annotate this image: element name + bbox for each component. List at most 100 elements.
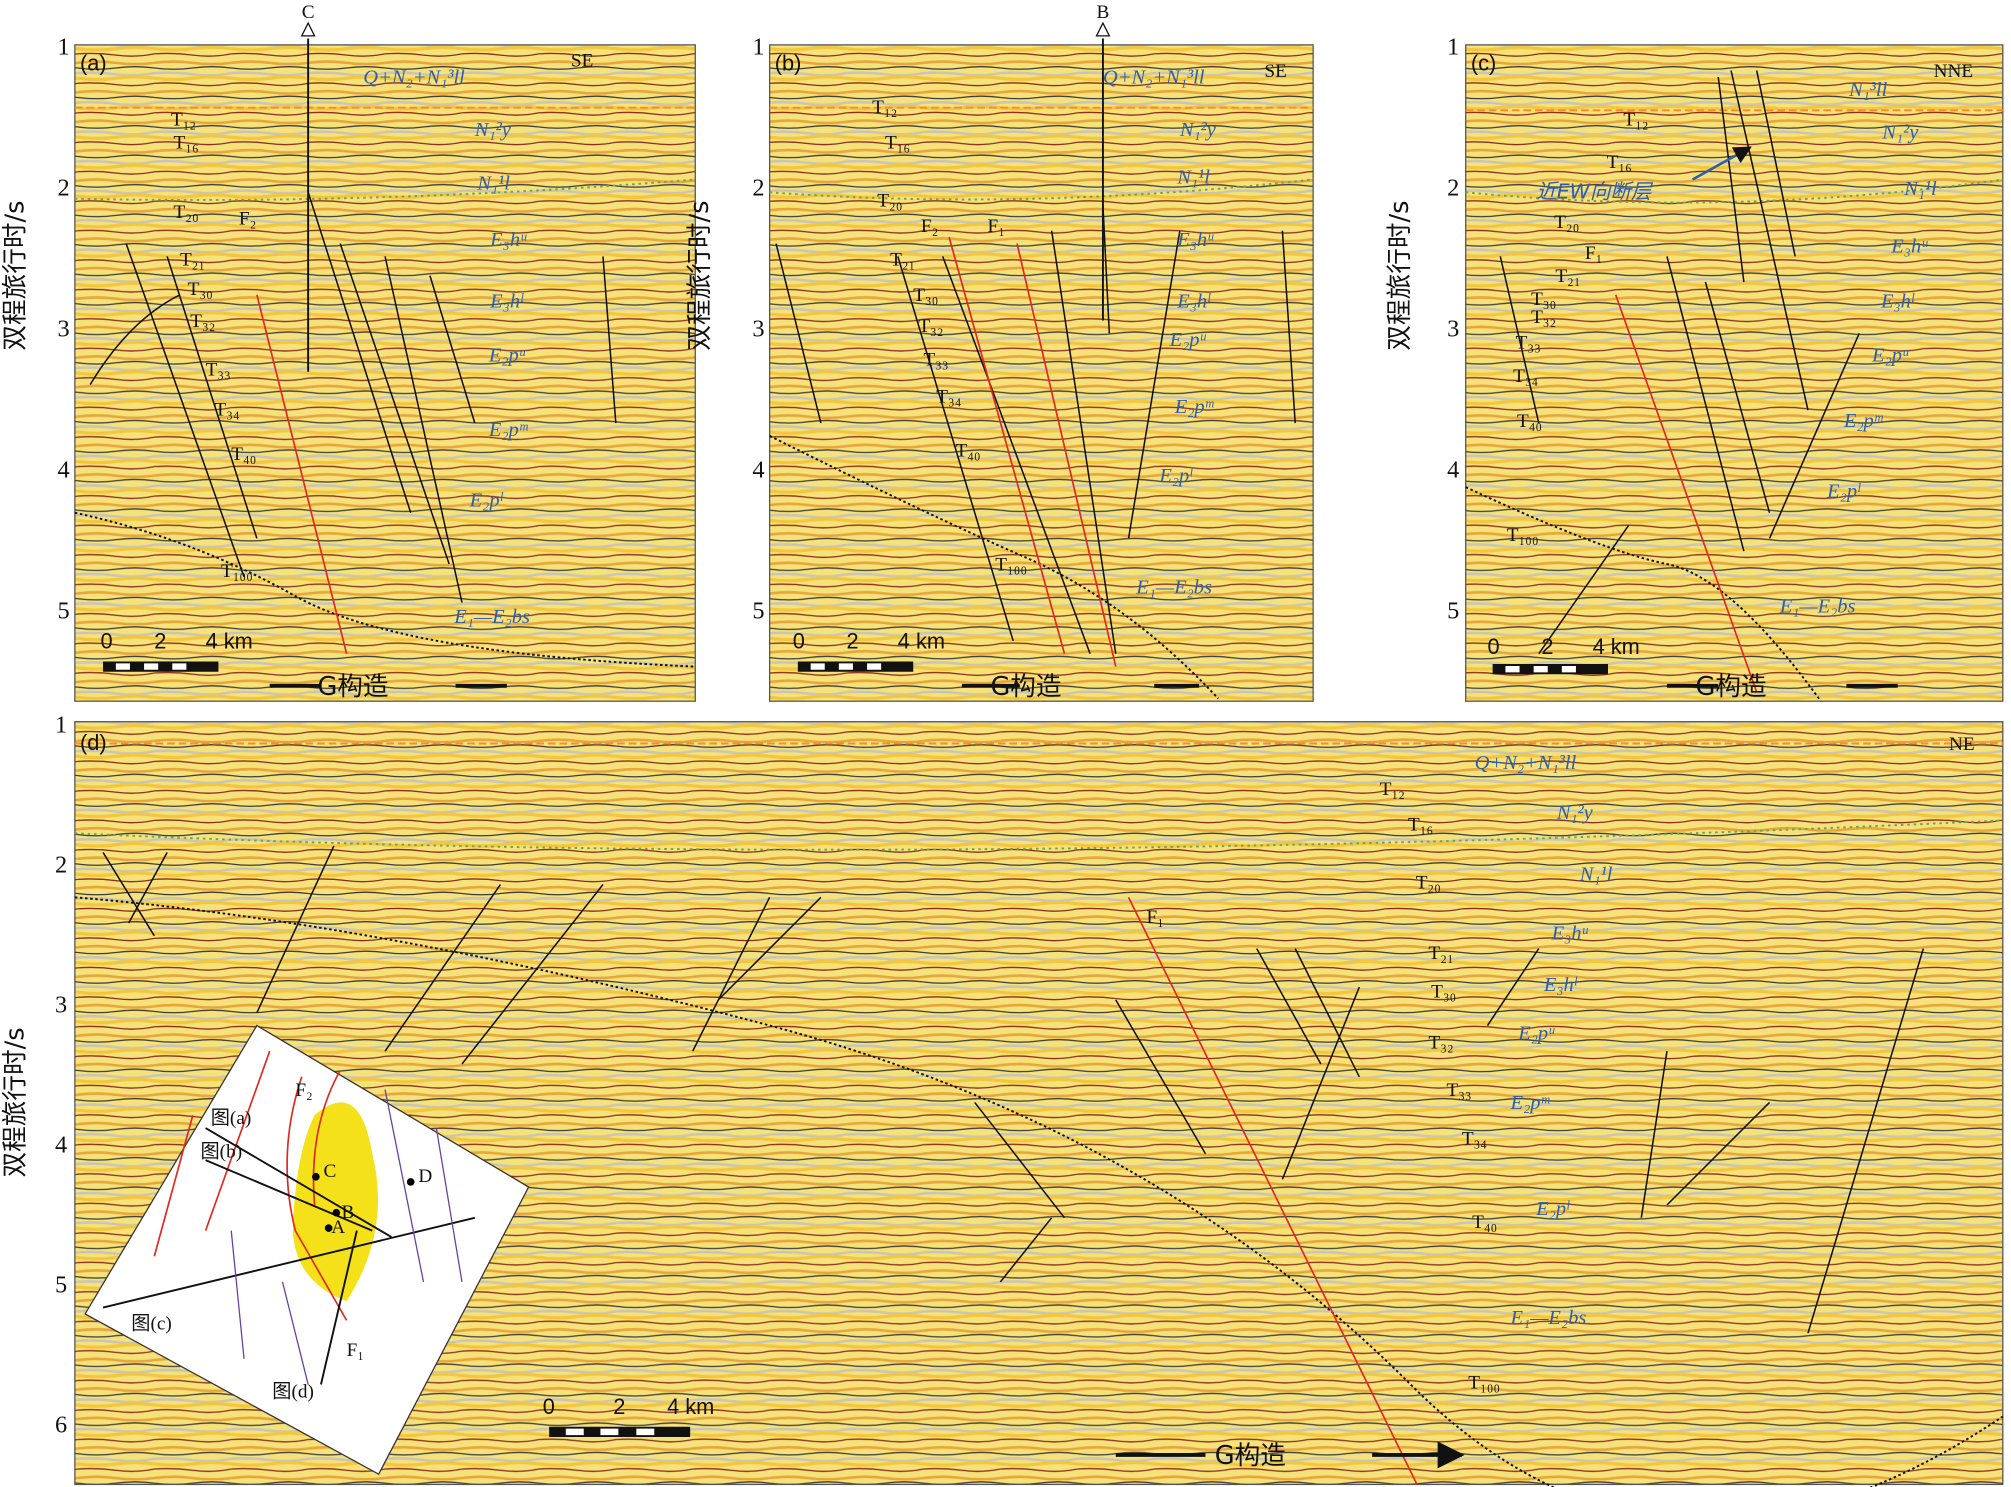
structure-label: G构造 <box>317 672 388 702</box>
scale-label: 0 <box>1487 634 1499 659</box>
y-tick-label: 3 <box>1447 315 1459 342</box>
inset-well: C <box>324 1161 337 1182</box>
y-tick-label: 2 <box>752 174 764 201</box>
inset-line: 图(d) <box>272 1381 314 1402</box>
horizon-label: T₁₂ <box>1623 110 1648 131</box>
labels: (a)12345双程旅行时/sCSET₁₂T₁₆T₂₀T₂₁T₃₀T₃₂T₃₃T… <box>1 2 1975 1471</box>
panel-label: (d) <box>80 730 107 755</box>
formation-label: E₃hᵘ <box>489 229 527 251</box>
scale-label: 2 <box>847 629 859 654</box>
scale-label: 2 <box>154 629 166 654</box>
inset-well: A <box>331 1217 345 1238</box>
formation-label: E₂pᵐ <box>1510 1092 1551 1114</box>
formation-label: E₁—E₂bs <box>1779 596 1856 618</box>
scale-label: 4 km <box>1593 634 1640 659</box>
horizon-label: T₁₂ <box>872 97 897 118</box>
y-tick-label: 1 <box>55 711 67 738</box>
horizon-label: T₃₂ <box>1429 1033 1454 1054</box>
fault-label: F₂ <box>921 216 938 237</box>
horizon-label: T₂₁ <box>1555 266 1580 287</box>
horizon-label: T₃₃ <box>206 360 231 381</box>
formation-label: E₂pᵘ <box>1169 329 1207 351</box>
horizon-label: T₃₄ <box>936 387 961 408</box>
scale-label: 2 <box>613 1394 625 1419</box>
horizon-label: T₁₂ <box>1380 779 1405 800</box>
scale-bars <box>103 661 1898 1455</box>
y-tick-label: 1 <box>1447 33 1459 60</box>
y-axis-title: 双程旅行时/s <box>685 201 715 351</box>
y-tick-label: 4 <box>55 1131 67 1158</box>
horizon-label: T₁₀₀ <box>221 561 253 582</box>
fault-label: F₂ <box>239 208 256 229</box>
direction-label: NE <box>1949 734 1975 755</box>
y-tick-label: 5 <box>58 597 70 624</box>
scale-label: 2 <box>1541 634 1553 659</box>
y-tick-label: 3 <box>58 315 70 342</box>
formation-label: E₁—E₂bs <box>1510 1307 1587 1329</box>
fault-label: F₁ <box>988 216 1005 237</box>
inset-well: B <box>341 1202 354 1223</box>
formation-label: Q+N₂+N₁³ll <box>1475 752 1577 774</box>
formation-label: E₃hˡ <box>489 291 524 313</box>
inset-line: 图(c) <box>131 1313 172 1334</box>
scale-label: 0 <box>543 1394 555 1419</box>
direction-label: SE <box>571 51 593 72</box>
direction-label: SE <box>1264 61 1286 82</box>
y-tick-label: 5 <box>752 597 764 624</box>
horizon-label: T₁₀₀ <box>995 554 1027 575</box>
formation-label: N₁¹l <box>1176 166 1210 188</box>
formation-label: N₁²y <box>1179 119 1217 141</box>
horizon-label: T₃₂ <box>1531 307 1556 328</box>
direction-label: NNE <box>1934 61 1974 82</box>
inset-line: 图(b) <box>200 1142 242 1163</box>
horizon-label: T₄₀ <box>1472 1212 1497 1233</box>
formation-label: E₂pᵐ <box>1174 396 1215 418</box>
panel-label: (c) <box>1471 51 1496 76</box>
y-tick-label: 6 <box>55 1411 67 1438</box>
formation-label: E₁—E₂bs <box>1135 577 1212 599</box>
panel-label: (a) <box>80 51 107 76</box>
formation-label: E₂pᵘ <box>488 344 526 366</box>
horizon-label: T₃₄ <box>1462 1129 1487 1150</box>
formation-label: N₁¹l <box>476 173 510 195</box>
horizon-label: T₃₀ <box>913 285 938 306</box>
inset-well: D <box>418 1166 432 1187</box>
structure-label: G构造 <box>1215 1441 1286 1471</box>
horizon-label: T₃₃ <box>1446 1080 1471 1101</box>
scale-label: 0 <box>100 629 112 654</box>
horizon-label: T₄₀ <box>1517 411 1542 432</box>
y-tick-label: 4 <box>752 456 764 483</box>
horizon-label: T₁₆ <box>1408 815 1433 836</box>
scale-label: 4 km <box>667 1394 714 1419</box>
horizon-label: T₃₀ <box>188 279 213 300</box>
annotation: 近EW向断层 <box>1536 180 1654 204</box>
formation-label: E₂pᵘ <box>1517 1023 1555 1045</box>
y-tick-label: 5 <box>55 1271 67 1298</box>
horizon-label: T₃₀ <box>1531 289 1556 310</box>
y-axis-title: 双程旅行时/s <box>1 201 31 351</box>
formation-label: E₃hˡ <box>1880 291 1915 313</box>
horizon-label: T₁₀₀ <box>1507 525 1539 546</box>
formation-label: N₁²y <box>1556 802 1594 824</box>
y-tick-label: 4 <box>1447 456 1459 483</box>
section-marker: B <box>1097 2 1110 23</box>
section-marker: C <box>302 2 315 23</box>
inset-fault: F₁ <box>347 1340 364 1361</box>
formation-label: E₃hᵘ <box>1176 229 1214 251</box>
fault-label: F₁ <box>1147 907 1164 928</box>
panel-label: (b) <box>775 51 802 76</box>
y-axis-title: 双程旅行时/s <box>1 1027 31 1177</box>
horizon-label: T₄₀ <box>231 444 256 465</box>
formation-label: Q+N₂+N₁³ll <box>1103 66 1205 88</box>
scale-label: 4 km <box>898 629 945 654</box>
horizon-label: T₂₀ <box>1416 872 1441 893</box>
horizon-label: T₂₀ <box>877 190 902 211</box>
formation-label: E₃hᵘ <box>1890 236 1928 258</box>
horizon-label: T₁₂ <box>171 110 196 131</box>
formation-label: E₂pᵐ <box>1843 410 1884 432</box>
formation-label: E₃hᵘ <box>1551 923 1589 945</box>
horizon-label: T₃₄ <box>1513 366 1538 387</box>
formation-label: N₁²y <box>474 119 512 141</box>
horizon-label: T₁₀₀ <box>1468 1372 1500 1393</box>
